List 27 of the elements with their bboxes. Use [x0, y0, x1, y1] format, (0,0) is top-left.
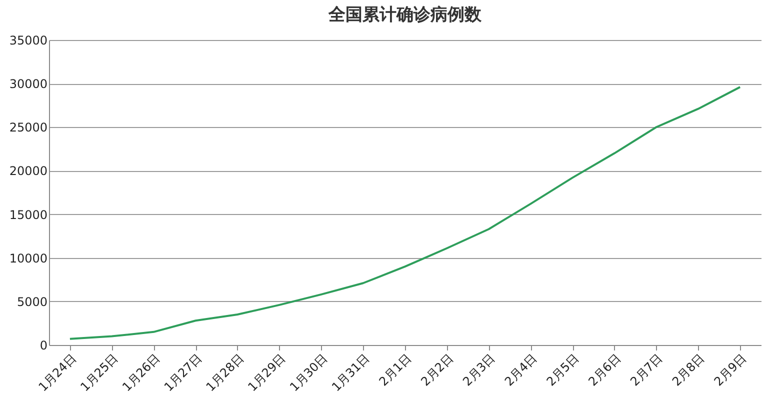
- y-tick-label: 25000: [9, 120, 48, 135]
- x-tick-label: 1月25日: [78, 351, 121, 394]
- x-tick-label: 1月30日: [287, 351, 330, 394]
- x-tick-label: 1月27日: [162, 351, 205, 394]
- y-tick-label: 0: [40, 338, 48, 352]
- chart-title: 全国累计确诊病例数: [328, 5, 482, 25]
- x-tick-label: 2月1日: [376, 351, 414, 389]
- y-tick-label: 20000: [9, 164, 48, 178]
- x-tick-label: 2月9日: [711, 351, 750, 389]
- x-tick-label: 2月8日: [669, 351, 708, 389]
- x-tick-label: 2月3日: [460, 351, 498, 389]
- x-tick-label: 1月24日: [36, 351, 79, 394]
- y-tick-label: 35000: [9, 34, 48, 48]
- x-tick-label: 1月31日: [329, 351, 372, 394]
- x-tick-label: 2月5日: [544, 351, 582, 389]
- line-series: [68, 86, 742, 340]
- y-tick-label: 5000: [16, 294, 48, 309]
- x-tick-label: 2月4日: [502, 351, 540, 389]
- x-tick-label: 2月2日: [418, 351, 456, 389]
- x-tick-label: 2月7日: [628, 351, 666, 389]
- x-tick-label: 1月26日: [120, 351, 163, 394]
- x-tick-label: 2月6日: [586, 351, 624, 389]
- y-tick-label: 10000: [9, 251, 48, 266]
- x-tick-label: 1月28日: [203, 351, 246, 394]
- y-tick-label: 15000: [9, 208, 48, 222]
- x-tick-label: 1月29日: [245, 351, 288, 394]
- y-tick-label: 30000: [9, 77, 48, 92]
